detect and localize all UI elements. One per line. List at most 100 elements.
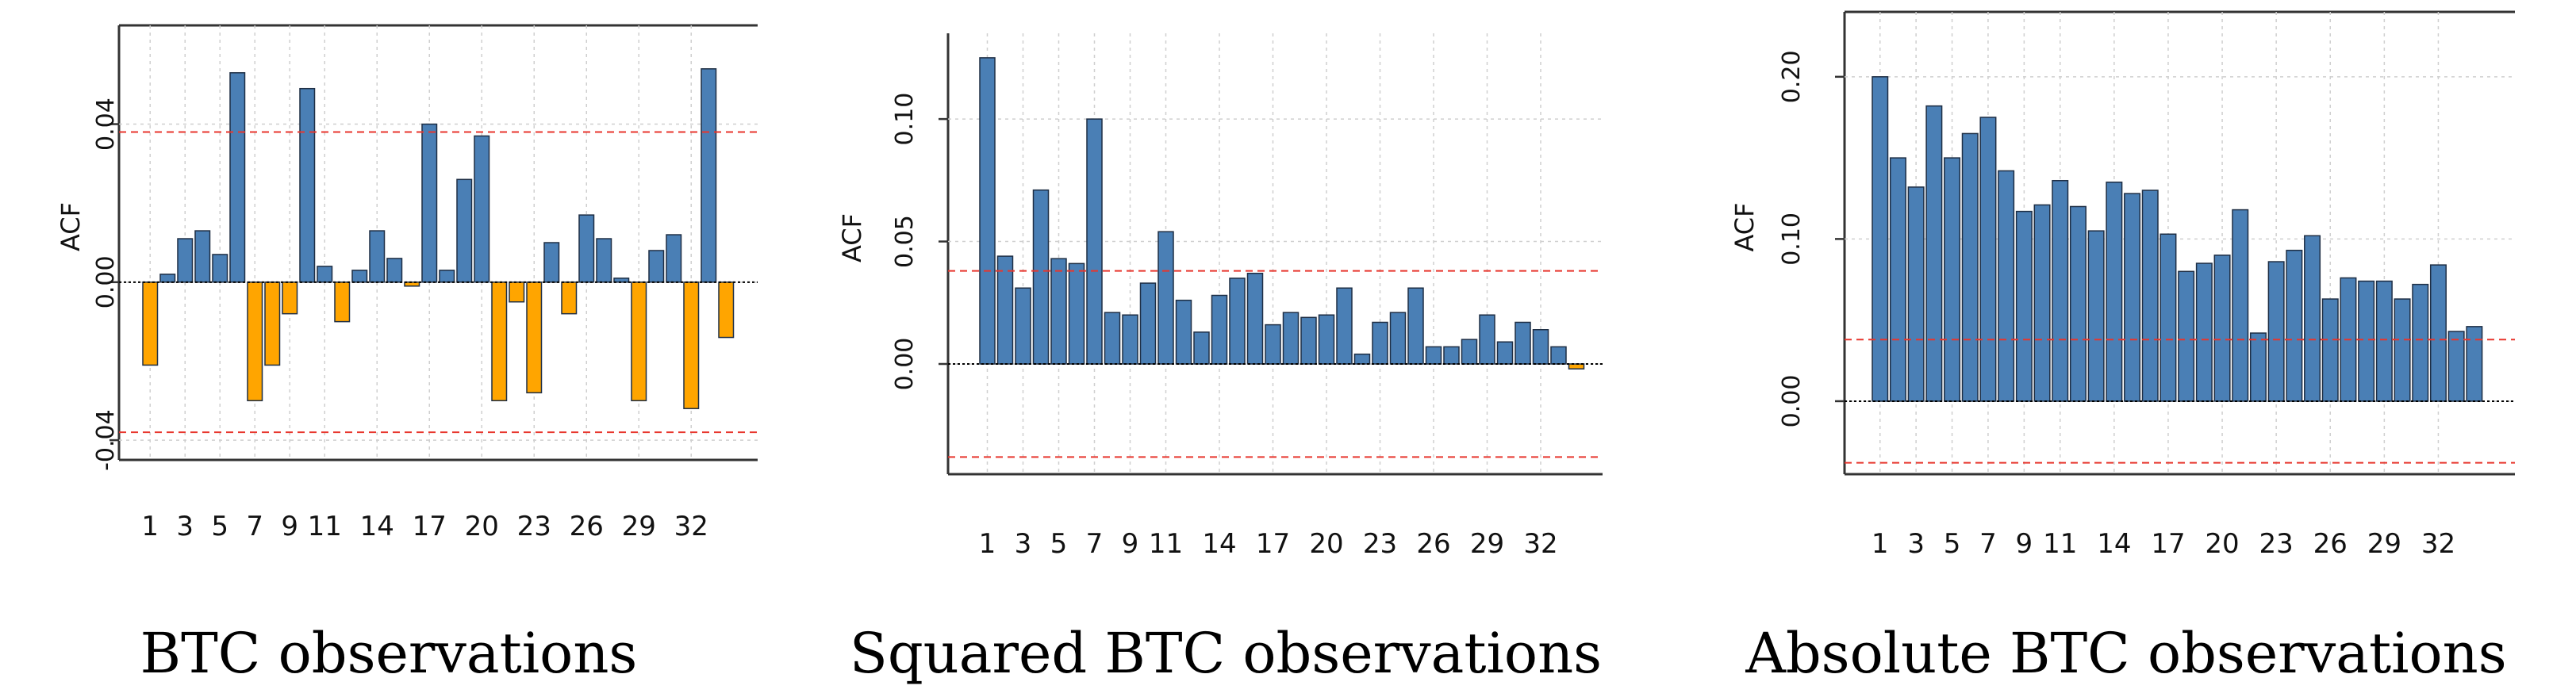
x-tick-label: 26 [2313,528,2348,560]
x-tick-label: 3 [176,511,194,542]
acf-bar [299,87,316,283]
acf-bar [2124,193,2141,402]
acf-bar [1246,272,1264,365]
acf-bar [2321,298,2339,402]
y-tick-label: -0.04 [92,409,120,471]
acf-bar [1532,329,1549,365]
acf-bar [631,281,647,402]
acf-bar [2087,230,2105,402]
acf-bar [2141,190,2159,402]
acf-bar [2033,204,2051,402]
acf-bar [2052,179,2069,402]
acf-bar [159,274,176,283]
x-tick-label: 29 [1470,528,1504,560]
acf-bar [1122,314,1138,365]
x-tick-label: 3 [1015,528,1032,560]
x-tick-label: 5 [1944,528,1961,560]
acf-bar [2286,249,2303,402]
acf-bar [1872,76,1889,402]
acf-bar [1086,118,1103,365]
acf-bar [351,270,368,283]
acf-bar [2015,210,2033,402]
acf-bar [1461,339,1478,365]
acf-bar [369,230,386,283]
acf-bar [509,281,525,303]
x-tick-label: 7 [1086,528,1104,560]
acf-bar [1318,314,1335,365]
x-tick-label: 17 [1256,528,1290,560]
x-tick-label: 23 [517,511,551,542]
acf-bar [2358,280,2375,402]
x-tick-label: 26 [1416,528,1450,560]
x-tick-label: 20 [1309,528,1343,560]
acf-bar [1193,331,1210,365]
x-tick-label: 17 [413,511,447,542]
acf-bar [1336,287,1353,365]
acf-bar [1550,346,1567,365]
acf-bar [1944,157,1961,402]
acf-bar [2178,270,2195,402]
acf-bar [1282,312,1300,365]
x-tick-label: 3 [1907,528,1925,560]
acf-bar [2412,283,2429,402]
x-tick-label: 29 [2367,528,2401,560]
acf-bar [543,242,560,283]
acf-bar [526,281,543,394]
x-tick-label: 20 [465,511,499,542]
acf-bar [1175,299,1192,365]
x-tick-label: 23 [1363,528,1397,560]
acf-bar [1443,346,1460,365]
acf-bar [979,57,996,365]
chart-caption: Absolute BTC observations [1745,621,2506,686]
acf-bar [2394,298,2411,402]
acf-bar [439,270,455,283]
acf-bar [212,254,228,283]
acf-bar [2304,235,2321,402]
x-tick-label: 26 [570,511,604,542]
x-tick-label: 14 [1202,528,1236,560]
acf-bar [247,281,263,402]
x-tick-label: 29 [622,511,656,542]
acf-bar [1496,341,1514,365]
acf-bar [2069,205,2087,402]
y-tick-label: 0.00 [92,255,120,308]
acf-bar [474,135,490,283]
acf-bar [264,281,281,366]
acf-bar [683,281,700,409]
acf-bar [701,68,717,283]
acf-bar [2447,331,2465,402]
acf-bar [1961,132,1979,402]
chart-caption: Squared BTC observations [850,621,1602,686]
acf-bar [2195,262,2213,402]
acf-bar [648,250,665,283]
acf-bar [1389,312,1407,365]
x-tick-label: 9 [281,511,298,542]
x-tick-label: 7 [246,511,263,542]
acf-bar [2267,261,2285,402]
chart-3: 0.00 0.10 0.20 ACF 1 3 5 7 9 11 14 17 20 23 26 29 32 Abso… [1729,10,2515,686]
acf-bar [1979,117,1997,402]
acf-bar [2466,326,2483,402]
x-tick-label: 1 [141,511,159,542]
y-tick-label: 0.10 [1778,213,1806,266]
acf-bar [2159,233,2177,402]
x-tick-label: 11 [308,511,342,542]
acf-bar [718,281,735,339]
acf-bar [1015,287,1031,365]
acf-bar [282,281,298,315]
x-tick-label: 32 [2421,528,2455,560]
x-tick-label: 5 [211,511,228,542]
acf-bar [1229,278,1246,365]
acf-bar [2429,264,2447,402]
y-axis-label: ACF [56,202,86,251]
acf-bar [2232,209,2249,402]
y-axis-label: ACF [1729,202,1760,251]
acf-bar [1407,287,1424,365]
acf-bar [561,281,578,315]
acf-bar [1265,324,1281,365]
acf-bar [2213,255,2231,402]
acf-bar [1425,346,1442,365]
y-axis-label: ACF [837,213,867,262]
acf-bar [578,214,595,283]
acf-bar [177,238,194,283]
